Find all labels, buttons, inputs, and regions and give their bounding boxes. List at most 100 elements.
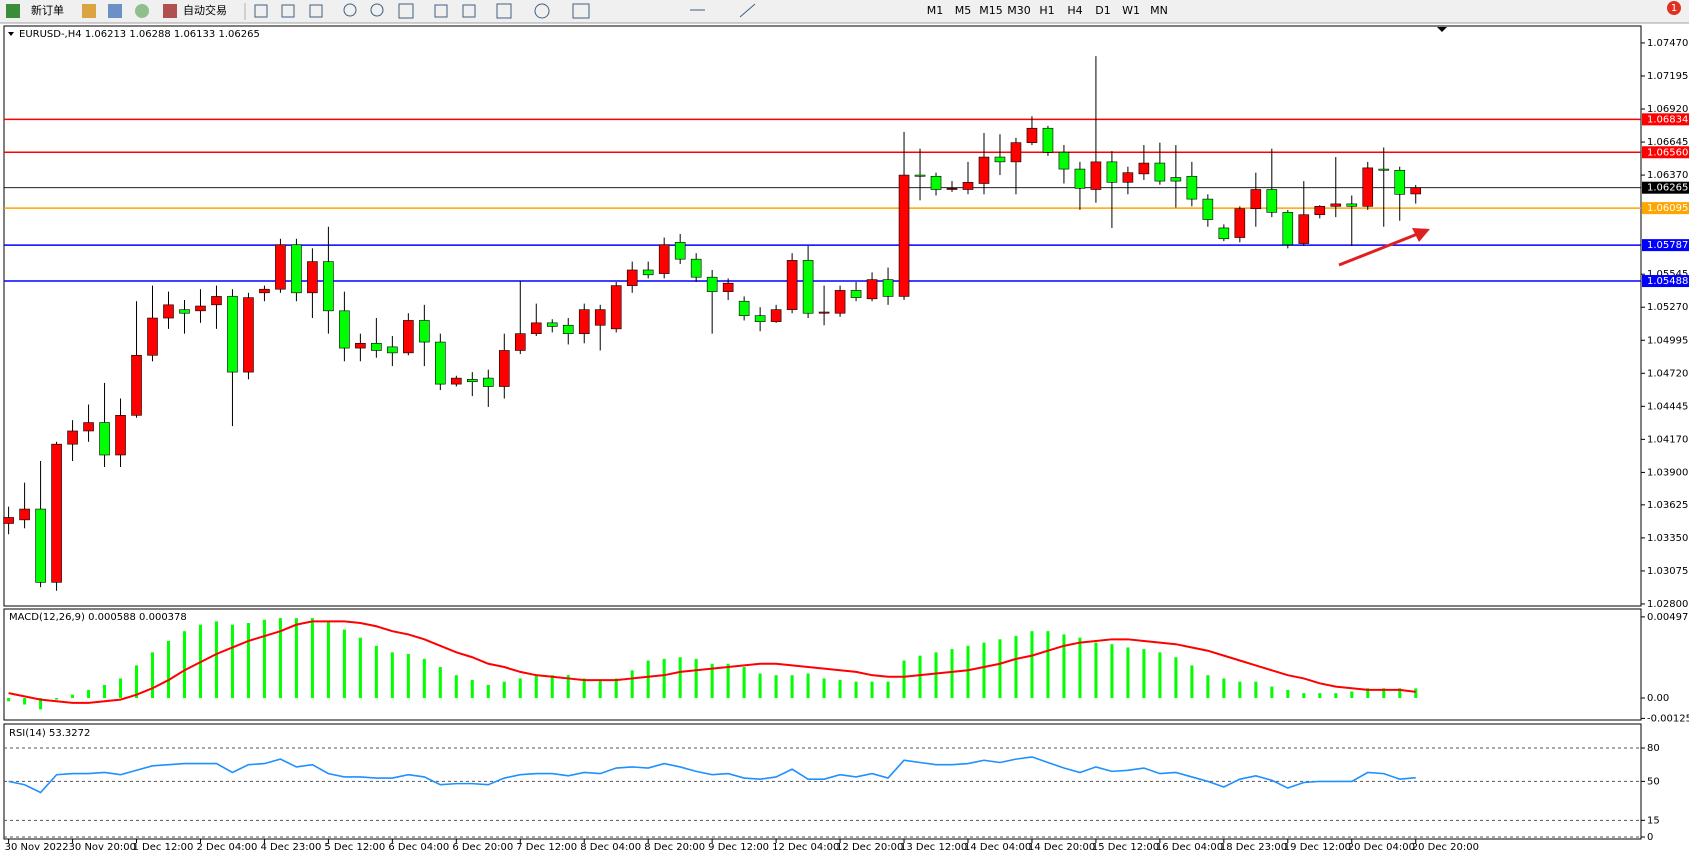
macd-bar [1142,649,1146,698]
candle-body [259,288,270,294]
macd-bar [614,678,618,698]
auto-trading-button[interactable]: 自动交易 [183,3,227,17]
y-tick-label: 50 [1647,776,1660,787]
tool-icon[interactable] [434,4,448,18]
macd-bar [1334,693,1338,698]
rsi-line [8,756,1416,794]
macd-signal: 0.000378 [139,612,187,623]
trendline-tool[interactable] [739,3,756,18]
price-level-tag [1642,275,1689,288]
shift-marker [1437,27,1447,32]
candle-body [1170,177,1182,182]
low: 1.06133 [174,29,215,40]
candle-body [1138,162,1150,175]
candle-body [802,260,814,314]
x-tick-label: 30 Nov 2022 [5,842,69,853]
macd-bar [438,667,442,698]
macd-bar [646,660,650,698]
y-tick-label: 1.03350 [1647,533,1688,544]
price-level-tag [1642,181,1689,194]
price-level-label: 1.06265 [1647,183,1688,194]
macd-bar [822,678,826,698]
candle-body [1122,172,1134,183]
macd-bar [1190,665,1194,698]
y-tick-label: 1.04995 [1647,335,1688,346]
x-tick-label: 8 Dec 20:00 [644,842,705,853]
zoom-out[interactable] [370,3,384,17]
candle-body [3,517,14,524]
macd-bar [55,697,59,700]
x-tick-label: 19 Dec 12:00 [1284,842,1351,853]
macd-bar [1174,657,1178,698]
auto-trading-icon[interactable] [163,4,177,18]
macd-bar [182,631,186,698]
candle-body [1298,214,1310,244]
tool-icon[interactable] [281,4,295,18]
macd-pane [3,608,1642,721]
macd-bar [310,618,314,698]
candle-body [642,269,654,276]
candle-body [562,324,574,334]
chart-tools [254,3,756,19]
timeframe-button[interactable]: D1 [1095,4,1110,17]
periods[interactable] [534,3,550,19]
macd-bar [422,658,426,698]
macd-bar [1350,691,1354,698]
notification-count: 1 [1671,3,1677,14]
macd-bar [214,621,218,698]
candle-body [1362,167,1374,207]
y-tick-label: 1.06920 [1647,104,1688,115]
tool-icon[interactable] [309,4,323,18]
tool-icon[interactable] [462,4,476,18]
macd-bar [1318,693,1322,698]
macd-bar [1110,644,1114,698]
timeframe-button[interactable]: M5 [955,4,972,17]
tool-icon[interactable] [254,4,268,18]
macd-bar [390,652,394,698]
macd-bar [326,621,330,698]
new-order-icon[interactable] [6,4,20,18]
candle-body [227,296,238,373]
timeframe-button[interactable]: W1 [1122,4,1140,17]
candle-body [67,430,78,445]
new-order-button[interactable]: 新订单 [31,3,64,17]
candle-body [1330,203,1342,207]
macd-bar [1222,678,1226,698]
y-tick-label: 1.04445 [1647,401,1688,412]
macd-bar [1078,637,1082,698]
macd-bar [119,678,123,698]
timeframe-button[interactable]: M30 [1007,4,1031,17]
timeframe-button[interactable]: H1 [1039,4,1054,17]
candle-body [403,320,414,354]
tool-icon[interactable] [108,4,122,18]
candle-body [706,276,718,292]
price-level-label: 1.06560 [1647,147,1688,158]
macd-bar [1238,681,1242,698]
macd-bar [23,697,27,705]
tool-icon[interactable] [82,4,96,18]
zoom-in[interactable] [343,3,357,17]
macd-bar [710,663,714,698]
indicators[interactable] [496,3,512,19]
macd-bar [1254,681,1258,698]
macd-bar [39,697,43,710]
candle-body [1202,198,1214,220]
timeframe-button[interactable]: M1 [927,4,944,17]
timeframe-button[interactable]: H4 [1067,4,1082,17]
timeframe-button[interactable]: M15 [979,4,1003,17]
chart-menu-arrow [8,32,14,36]
tile[interactable] [398,3,414,19]
candle-body [834,290,846,314]
x-tick-label: 4 Dec 23:00 [260,842,321,853]
templates[interactable] [572,3,590,19]
macd-bar [7,697,11,702]
timeframe-button[interactable]: MN [1150,4,1168,17]
tool-icon[interactable] [135,4,149,18]
macd-bar [806,673,810,698]
macd-bar [1398,688,1402,698]
macd-bar [1270,686,1274,698]
notification-badge[interactable] [1667,1,1681,15]
